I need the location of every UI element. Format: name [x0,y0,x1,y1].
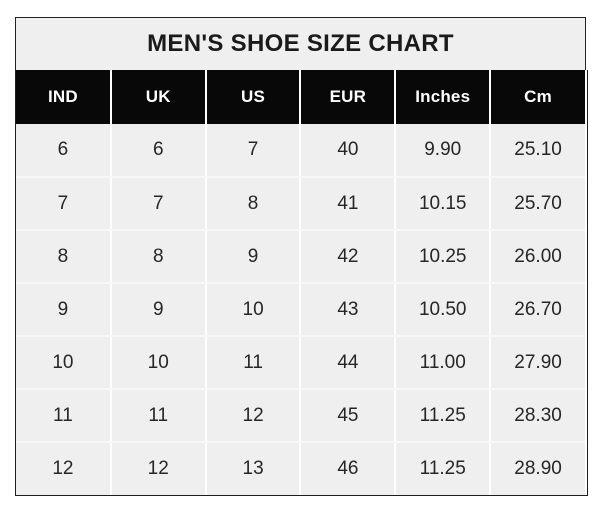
cell-eur: 40 [300,124,397,178]
table-row: 11 11 12 45 11.25 28.30 [16,389,585,443]
cell-us: 10 [205,283,302,337]
table-header: IND UK US EUR Inches Cm [16,70,585,124]
size-table: IND UK US EUR Inches Cm 6 6 7 40 9.90 25… [16,70,585,495]
cell-ind: 8 [16,230,112,284]
table-row: 9 9 10 43 10.50 26.70 [16,283,585,337]
cell-ind: 6 [16,124,112,178]
cell-cm: 27.90 [490,336,585,390]
cell-cm: 26.00 [490,230,585,284]
table-row: 10 10 11 44 11.00 27.90 [16,336,585,390]
cell-inches: 11.25 [395,442,492,495]
cell-inches: 9.90 [395,124,492,178]
column-header-us: US [205,70,302,124]
cell-inches: 10.25 [395,230,492,284]
cell-eur: 46 [300,442,397,495]
cell-eur: 44 [300,336,397,390]
column-header-inches: Inches [395,70,492,124]
cell-ind: 11 [16,389,112,443]
cell-eur: 43 [300,283,397,337]
cell-us: 12 [205,389,302,443]
cell-us: 9 [205,230,302,284]
cell-us: 7 [205,124,302,178]
cell-cm: 25.70 [490,177,585,231]
cell-uk: 11 [110,389,207,443]
table-row: 7 7 8 41 10.15 25.70 [16,177,585,231]
cell-eur: 42 [300,230,397,284]
column-header-cm: Cm [490,70,585,124]
cell-uk: 9 [110,283,207,337]
column-header-ind: IND [16,70,112,124]
cell-eur: 45 [300,389,397,443]
cell-us: 11 [205,336,302,390]
cell-ind: 10 [16,336,112,390]
cell-cm: 28.30 [490,389,585,443]
table-row: 8 8 9 42 10.25 26.00 [16,230,585,284]
chart-title-bar: MEN'S SHOE SIZE CHART [15,17,586,70]
cell-inches: 10.50 [395,283,492,337]
cell-eur: 41 [300,177,397,231]
cell-uk: 12 [110,442,207,495]
table-row: 12 12 13 46 11.25 28.90 [16,442,585,495]
cell-inches: 10.15 [395,177,492,231]
cell-cm: 25.10 [490,124,585,178]
shoe-size-chart: MEN'S SHOE SIZE CHART IND UK US EUR Inch… [15,17,588,497]
cell-cm: 26.70 [490,283,585,337]
cell-inches: 11.00 [395,336,492,390]
column-header-uk: UK [110,70,207,124]
size-table-frame: IND UK US EUR Inches Cm 6 6 7 40 9.90 25… [15,70,588,496]
cell-inches: 11.25 [395,389,492,443]
cell-cm: 28.90 [490,442,585,495]
page-title: MEN'S SHOE SIZE CHART [147,30,454,57]
header-row: IND UK US EUR Inches Cm [16,70,585,124]
cell-uk: 8 [110,230,207,284]
cell-uk: 10 [110,336,207,390]
cell-ind: 12 [16,442,112,495]
column-header-eur: EUR [300,70,397,124]
cell-uk: 7 [110,177,207,231]
table-row: 6 6 7 40 9.90 25.10 [16,124,585,178]
cell-us: 13 [205,442,302,495]
table-body: 6 6 7 40 9.90 25.10 7 7 8 41 10.15 25.70… [16,124,585,495]
cell-ind: 7 [16,177,112,231]
cell-uk: 6 [110,124,207,178]
cell-us: 8 [205,177,302,231]
cell-ind: 9 [16,283,112,337]
